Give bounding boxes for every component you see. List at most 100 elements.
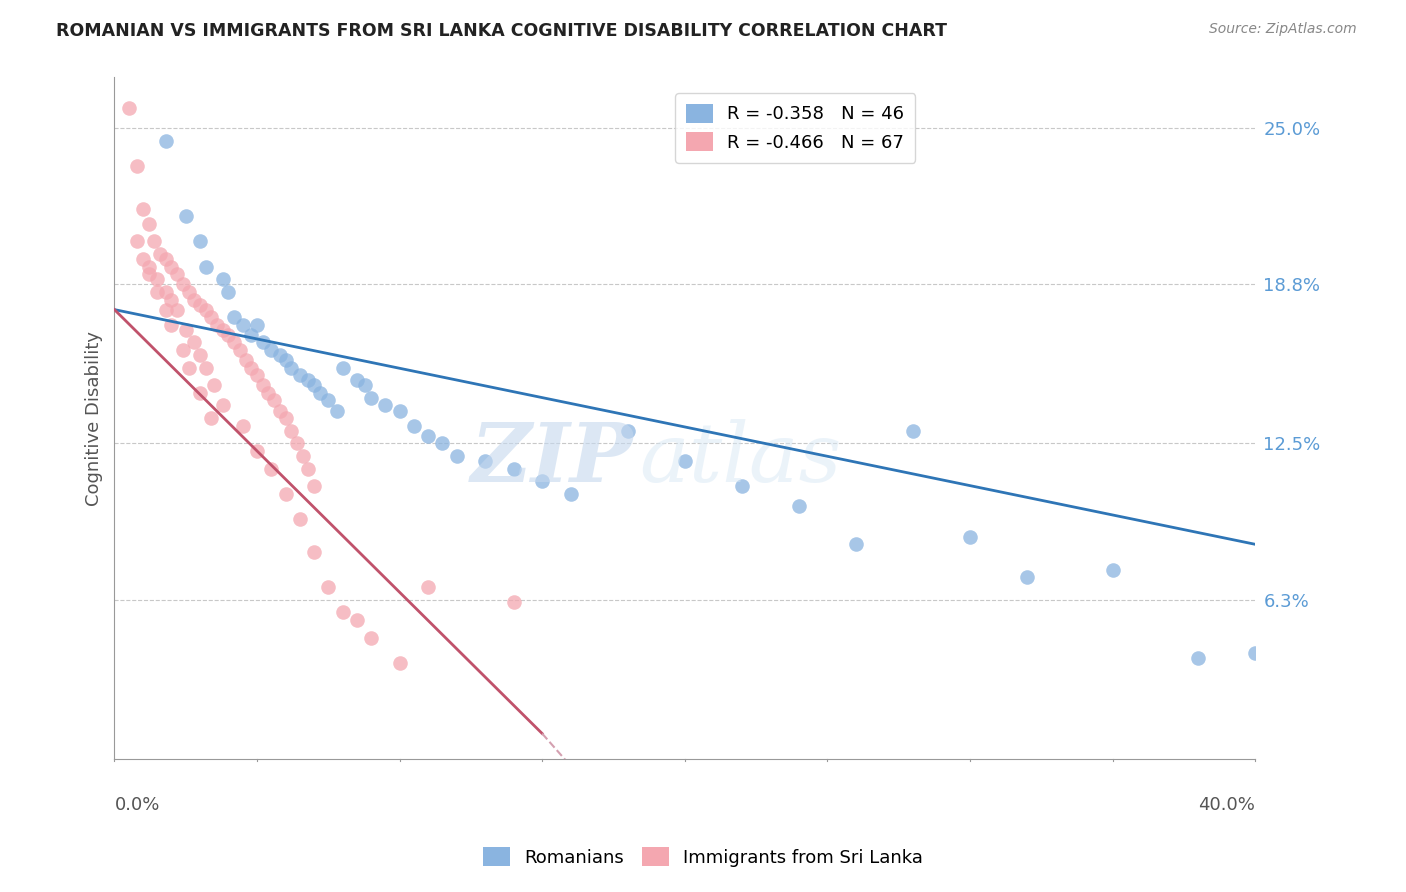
- Point: [218, 285, 240, 299]
- Point: [246, 368, 269, 383]
- Point: [211, 323, 233, 337]
- Point: [174, 209, 197, 223]
- Point: [211, 272, 233, 286]
- Point: [118, 101, 141, 115]
- Point: [160, 293, 183, 307]
- Point: [188, 235, 211, 249]
- Point: [138, 260, 160, 274]
- Point: [200, 411, 222, 425]
- Point: [252, 378, 274, 392]
- Point: [160, 260, 183, 274]
- Point: [360, 391, 382, 405]
- Point: [432, 436, 454, 450]
- Point: [346, 373, 368, 387]
- Point: [388, 403, 411, 417]
- Point: [194, 360, 217, 375]
- Point: [288, 512, 311, 526]
- Point: [616, 424, 638, 438]
- Point: [132, 202, 155, 216]
- Point: [127, 235, 149, 249]
- Point: [787, 500, 810, 514]
- Point: [138, 217, 160, 231]
- Point: [302, 378, 325, 392]
- Point: [200, 310, 222, 325]
- Point: [172, 343, 194, 357]
- Point: [388, 656, 411, 670]
- Point: [374, 399, 396, 413]
- Point: [229, 343, 252, 357]
- Point: [285, 436, 308, 450]
- Point: [235, 353, 257, 368]
- Point: [360, 631, 382, 645]
- Point: [901, 424, 924, 438]
- Point: [1101, 562, 1123, 576]
- Point: [155, 134, 177, 148]
- Point: [138, 267, 160, 281]
- Point: [308, 385, 330, 400]
- Point: [269, 348, 291, 362]
- Text: atlas: atlas: [640, 419, 842, 499]
- Point: [731, 479, 754, 493]
- Point: [257, 385, 280, 400]
- Point: [416, 580, 439, 594]
- Point: [211, 399, 233, 413]
- Point: [274, 487, 297, 501]
- Point: [202, 378, 225, 392]
- Point: [1187, 650, 1209, 665]
- Text: ROMANIAN VS IMMIGRANTS FROM SRI LANKA COGNITIVE DISABILITY CORRELATION CHART: ROMANIAN VS IMMIGRANTS FROM SRI LANKA CO…: [56, 22, 948, 40]
- Point: [183, 293, 205, 307]
- Point: [297, 373, 319, 387]
- Point: [172, 277, 194, 292]
- Point: [166, 267, 188, 281]
- Point: [326, 403, 349, 417]
- Point: [252, 335, 274, 350]
- Point: [446, 449, 468, 463]
- Point: [332, 360, 354, 375]
- Point: [354, 378, 377, 392]
- Point: [332, 606, 354, 620]
- Legend: R = -0.358   N = 46, R = -0.466   N = 67: R = -0.358 N = 46, R = -0.466 N = 67: [675, 94, 915, 162]
- Point: [280, 360, 302, 375]
- Point: [155, 252, 177, 267]
- Point: [155, 302, 177, 317]
- Point: [297, 461, 319, 475]
- Text: 0.0%: 0.0%: [114, 797, 160, 814]
- Point: [316, 393, 339, 408]
- Point: [146, 272, 169, 286]
- Point: [224, 335, 246, 350]
- Point: [416, 429, 439, 443]
- Y-axis label: Cognitive Disability: Cognitive Disability: [86, 331, 103, 506]
- Point: [174, 323, 197, 337]
- Point: [260, 343, 283, 357]
- Point: [146, 285, 169, 299]
- Point: [288, 368, 311, 383]
- Point: [188, 297, 211, 311]
- Point: [291, 449, 314, 463]
- Point: [560, 487, 582, 501]
- Point: [240, 327, 263, 342]
- Point: [845, 537, 868, 551]
- Point: [246, 444, 269, 458]
- Point: [218, 327, 240, 342]
- Legend: Romanians, Immigrants from Sri Lanka: Romanians, Immigrants from Sri Lanka: [475, 840, 931, 874]
- Point: [246, 318, 269, 332]
- Point: [132, 252, 155, 267]
- Point: [160, 318, 183, 332]
- Point: [260, 461, 283, 475]
- Point: [263, 393, 285, 408]
- Point: [177, 360, 200, 375]
- Point: [205, 318, 228, 332]
- Point: [143, 235, 166, 249]
- Point: [194, 260, 217, 274]
- Point: [232, 318, 254, 332]
- Point: [502, 595, 524, 609]
- Point: [274, 353, 297, 368]
- Point: [959, 530, 981, 544]
- Point: [302, 479, 325, 493]
- Point: [177, 285, 200, 299]
- Point: [316, 580, 339, 594]
- Point: [269, 403, 291, 417]
- Point: [280, 424, 302, 438]
- Text: ZIP: ZIP: [471, 419, 634, 499]
- Point: [474, 454, 496, 468]
